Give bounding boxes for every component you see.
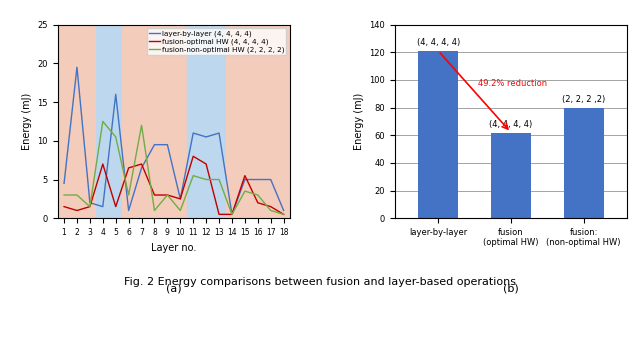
- fusion-non-optimal HW (2, 2, 2, 2): [202, 177, 210, 182]
- fusion-optimal HW (4, 4, 4, 4): [254, 201, 262, 205]
- Line: layer-by-layer (4, 4, 4, 4): layer-by-layer (4, 4, 4, 4): [64, 67, 284, 214]
- layer-by-layer (4, 4, 4, 4): [86, 201, 93, 205]
- Bar: [419, 51, 458, 218]
- layer-by-layer (4, 4, 4, 4): [138, 166, 145, 170]
- Text: (4, 4, 4, 4): (4, 4, 4, 4): [417, 38, 460, 48]
- layer-by-layer (4, 4, 4, 4): [267, 177, 275, 182]
- fusion-non-optimal HW (2, 2, 2, 2): [177, 208, 184, 213]
- fusion-non-optimal HW (2, 2, 2, 2): [112, 135, 120, 139]
- fusion-non-optimal HW (2, 2, 2, 2): [241, 189, 249, 193]
- fusion-non-optimal HW (2, 2, 2, 2): [125, 193, 132, 197]
- Line: fusion-non-optimal HW (2, 2, 2, 2): fusion-non-optimal HW (2, 2, 2, 2): [64, 121, 284, 214]
- layer-by-layer (4, 4, 4, 4): [254, 177, 262, 182]
- Bar: [58, 25, 97, 218]
- layer-by-layer (4, 4, 4, 4): [73, 65, 81, 69]
- layer-by-layer (4, 4, 4, 4): [112, 92, 120, 96]
- fusion-optimal HW (4, 4, 4, 4): [164, 193, 172, 197]
- X-axis label: Layer no.: Layer no.: [151, 243, 196, 252]
- Bar: [122, 25, 187, 218]
- Bar: [491, 132, 531, 218]
- fusion-optimal HW (4, 4, 4, 4): [112, 205, 120, 209]
- layer-by-layer (4, 4, 4, 4): [280, 208, 287, 213]
- fusion-non-optimal HW (2, 2, 2, 2): [164, 193, 172, 197]
- layer-by-layer (4, 4, 4, 4): [60, 181, 68, 186]
- Y-axis label: Energy (mJ): Energy (mJ): [22, 93, 32, 150]
- fusion-non-optimal HW (2, 2, 2, 2): [267, 208, 275, 213]
- fusion-non-optimal HW (2, 2, 2, 2): [138, 123, 145, 127]
- fusion-optimal HW (4, 4, 4, 4): [150, 193, 158, 197]
- layer-by-layer (4, 4, 4, 4): [241, 177, 249, 182]
- fusion-optimal HW (4, 4, 4, 4): [241, 174, 249, 178]
- fusion-non-optimal HW (2, 2, 2, 2): [86, 205, 93, 209]
- fusion-non-optimal HW (2, 2, 2, 2): [228, 212, 236, 216]
- fusion-optimal HW (4, 4, 4, 4): [215, 212, 223, 216]
- layer-by-layer (4, 4, 4, 4): [99, 205, 107, 209]
- fusion-optimal HW (4, 4, 4, 4): [60, 205, 68, 209]
- fusion-non-optimal HW (2, 2, 2, 2): [280, 212, 287, 216]
- Bar: [97, 25, 122, 218]
- Bar: [187, 25, 225, 218]
- Text: 49.2% reduction: 49.2% reduction: [478, 79, 547, 88]
- layer-by-layer (4, 4, 4, 4): [125, 208, 132, 213]
- Text: (4, 4, 4, 4): (4, 4, 4, 4): [490, 120, 532, 129]
- layer-by-layer (4, 4, 4, 4): [150, 143, 158, 147]
- fusion-non-optimal HW (2, 2, 2, 2): [150, 208, 158, 213]
- fusion-optimal HW (4, 4, 4, 4): [138, 162, 145, 166]
- layer-by-layer (4, 4, 4, 4): [228, 212, 236, 216]
- layer-by-layer (4, 4, 4, 4): [177, 197, 184, 201]
- Bar: [564, 108, 604, 218]
- fusion-non-optimal HW (2, 2, 2, 2): [60, 193, 68, 197]
- fusion-optimal HW (4, 4, 4, 4): [99, 162, 107, 166]
- Line: fusion-optimal HW (4, 4, 4, 4): fusion-optimal HW (4, 4, 4, 4): [64, 156, 284, 214]
- fusion-optimal HW (4, 4, 4, 4): [73, 208, 81, 213]
- Text: (2, 2, 2 ,2): (2, 2, 2 ,2): [562, 95, 605, 104]
- fusion-optimal HW (4, 4, 4, 4): [125, 166, 132, 170]
- fusion-optimal HW (4, 4, 4, 4): [202, 162, 210, 166]
- fusion-optimal HW (4, 4, 4, 4): [267, 205, 275, 209]
- fusion-non-optimal HW (2, 2, 2, 2): [73, 193, 81, 197]
- Text: (b): (b): [503, 284, 519, 294]
- fusion-optimal HW (4, 4, 4, 4): [228, 212, 236, 216]
- fusion-optimal HW (4, 4, 4, 4): [177, 197, 184, 201]
- layer-by-layer (4, 4, 4, 4): [202, 135, 210, 139]
- fusion-optimal HW (4, 4, 4, 4): [86, 205, 93, 209]
- Text: Fig. 2 Energy comparisons between fusion and layer-based operations: Fig. 2 Energy comparisons between fusion…: [124, 277, 516, 287]
- fusion-non-optimal HW (2, 2, 2, 2): [254, 193, 262, 197]
- layer-by-layer (4, 4, 4, 4): [164, 143, 172, 147]
- fusion-non-optimal HW (2, 2, 2, 2): [215, 177, 223, 182]
- Legend: layer-by-layer (4, 4, 4, 4), fusion-optimal HW (4, 4, 4, 4), fusion-non-optimal : layer-by-layer (4, 4, 4, 4), fusion-opti…: [147, 28, 287, 55]
- fusion-non-optimal HW (2, 2, 2, 2): [189, 174, 197, 178]
- fusion-optimal HW (4, 4, 4, 4): [189, 154, 197, 158]
- Text: (a): (a): [166, 284, 182, 294]
- layer-by-layer (4, 4, 4, 4): [189, 131, 197, 135]
- fusion-optimal HW (4, 4, 4, 4): [280, 212, 287, 216]
- Y-axis label: Energy (mJ): Energy (mJ): [354, 93, 364, 150]
- fusion-non-optimal HW (2, 2, 2, 2): [99, 119, 107, 124]
- layer-by-layer (4, 4, 4, 4): [215, 131, 223, 135]
- Bar: [225, 25, 290, 218]
